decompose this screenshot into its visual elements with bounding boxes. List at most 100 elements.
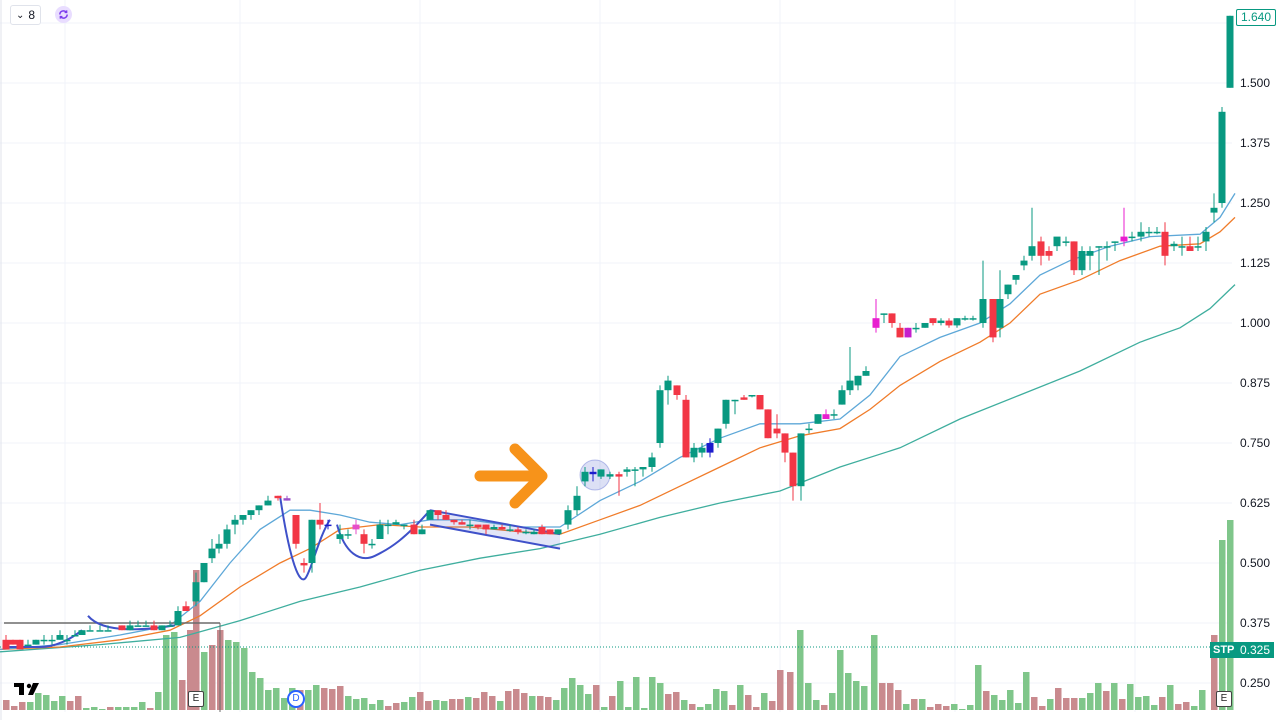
candle-body	[698, 447, 706, 453]
candle-body	[904, 327, 912, 338]
volume-bar	[249, 672, 256, 710]
candle-body	[426, 510, 434, 520]
candle-body	[490, 527, 498, 530]
volume-bar	[345, 696, 352, 710]
volume-bar	[417, 692, 424, 710]
candle-body	[996, 299, 1004, 328]
volume-bar	[385, 706, 392, 710]
price-axis-label: 0.625	[1239, 496, 1270, 510]
volume-bar	[497, 701, 504, 710]
volume-bar	[529, 696, 536, 710]
candle-body	[814, 414, 822, 424]
volume-bar	[681, 700, 688, 710]
chevron-down-icon: ⌄	[16, 9, 25, 21]
volume-bar	[561, 688, 568, 710]
volume-bar	[241, 648, 248, 710]
candle-body	[434, 510, 442, 515]
volume-bar	[1111, 683, 1118, 710]
candle-body	[564, 510, 572, 525]
volume-bar	[1047, 699, 1054, 710]
candle-body	[239, 515, 247, 520]
candle-body	[1053, 236, 1061, 247]
candle-body	[24, 644, 32, 647]
dividend-marker[interactable]: D	[287, 690, 305, 708]
candle-body	[1170, 243, 1178, 247]
volume-bar	[617, 681, 624, 710]
earnings-marker[interactable]: E	[1216, 691, 1232, 707]
volume-bar	[593, 685, 600, 710]
candle-body	[200, 563, 208, 583]
volume-bar	[1023, 672, 1030, 710]
sync-icon[interactable]	[55, 6, 72, 23]
candle-body	[656, 390, 664, 443]
volume-bar	[951, 704, 958, 710]
volume-bar	[313, 685, 320, 710]
candle-body	[63, 639, 71, 642]
candle-body	[126, 625, 134, 631]
volume-bar	[1191, 706, 1198, 710]
volume-bar	[721, 691, 728, 710]
interval-selector[interactable]: ⌄ 8	[10, 5, 42, 25]
volume-bar	[473, 698, 480, 710]
earnings-marker[interactable]: E	[188, 691, 204, 707]
volume-bar	[853, 681, 860, 710]
volume-bar	[911, 699, 918, 710]
volume-bar	[935, 704, 942, 710]
candle-body	[2, 639, 10, 650]
candle-body	[482, 524, 490, 530]
candle-body	[458, 522, 466, 525]
volume-bar	[1039, 706, 1046, 710]
interval-label: 8	[28, 8, 36, 22]
volume-bar	[1199, 690, 1206, 710]
candle-body	[589, 471, 597, 475]
volume-bar	[1063, 698, 1070, 710]
candle-body	[274, 495, 282, 499]
volume-bar	[233, 642, 240, 710]
candle-body	[360, 534, 368, 544]
price-axis-label: 1.500	[1239, 76, 1270, 90]
candle-body	[773, 428, 781, 434]
candle-body	[953, 318, 961, 326]
candle-body	[32, 639, 40, 645]
volume-bar	[983, 691, 990, 710]
last-price-label: 1.640	[1236, 9, 1277, 26]
candle-body	[912, 327, 920, 330]
candle-body	[182, 606, 190, 611]
volume-bar	[1167, 685, 1174, 710]
candle-body	[673, 385, 681, 395]
candle-body	[606, 474, 614, 477]
candle-body	[838, 390, 846, 405]
volume-bar	[1087, 693, 1094, 710]
volume-bar	[281, 698, 288, 710]
candle-body	[48, 639, 56, 642]
candle-body	[921, 323, 929, 328]
volume-bar	[1127, 684, 1134, 710]
candle-body	[554, 529, 562, 535]
candle-body	[740, 397, 748, 400]
candle-body	[400, 524, 408, 527]
candle-body	[623, 469, 631, 472]
candle-body	[896, 327, 904, 338]
volume-bar	[705, 704, 712, 710]
candle-body	[150, 625, 158, 631]
volume-bar	[513, 689, 520, 710]
candle-body	[888, 313, 896, 323]
candle-body	[1078, 251, 1086, 271]
volume-bar	[193, 570, 200, 710]
volume-bar	[737, 685, 744, 710]
volume-bar	[845, 673, 852, 710]
volume-bar	[753, 707, 760, 710]
volume-bar	[649, 677, 656, 710]
volume-bar	[1015, 703, 1022, 710]
volume-bar	[1095, 683, 1102, 710]
volume-bar	[1175, 704, 1182, 710]
candle-body	[597, 469, 605, 477]
candle-body	[731, 399, 739, 402]
candle-body	[376, 524, 384, 539]
volume-bar	[1227, 520, 1234, 710]
volume-bar	[401, 702, 408, 710]
candle-body	[231, 519, 239, 525]
candle-body	[384, 524, 392, 527]
volume-bar	[797, 630, 804, 710]
